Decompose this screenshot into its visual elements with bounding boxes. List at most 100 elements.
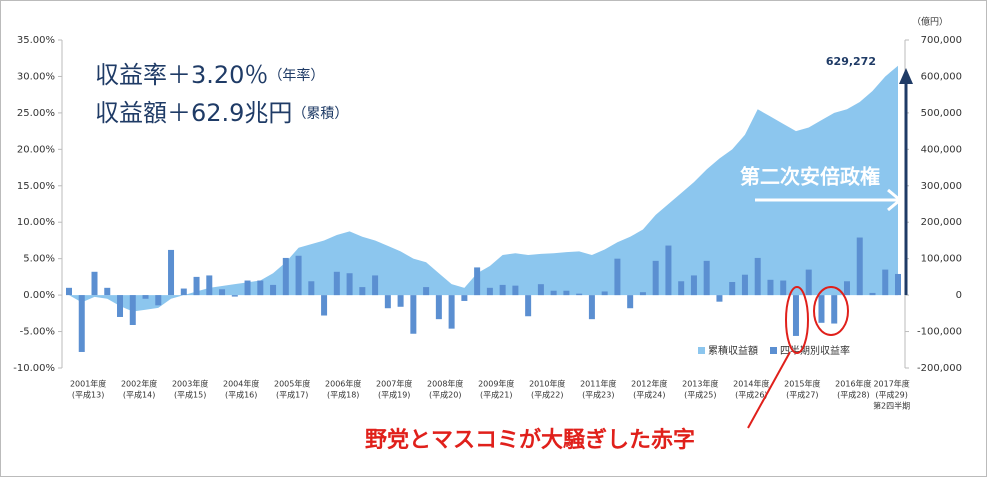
- bar: [512, 285, 519, 296]
- x-tick-label: 2014年度: [733, 379, 769, 389]
- bar: [155, 295, 162, 306]
- x-tick-label: (平成25): [684, 390, 716, 400]
- bar: [550, 290, 557, 296]
- bar: [66, 287, 72, 296]
- y-tick-label: 30.00%: [17, 71, 55, 82]
- bar: [780, 280, 787, 296]
- bar: [690, 275, 697, 296]
- x-tick-label: 2017年度: [873, 379, 909, 389]
- x-tick-label: 2004年度: [223, 379, 259, 389]
- x-tick-label: 2013年度: [682, 379, 718, 389]
- x-tick-label: (平成19): [378, 390, 410, 400]
- bar: [257, 280, 264, 296]
- bar: [180, 288, 187, 296]
- bar: [474, 267, 481, 296]
- x-tick-label: 2009年度: [478, 379, 514, 389]
- bar: [678, 281, 685, 296]
- bar: [869, 292, 876, 296]
- y-tick-label: 0.00%: [23, 290, 55, 301]
- bar: [882, 269, 889, 296]
- bar: [372, 275, 379, 296]
- y2-tick-label: -200,000: [917, 363, 962, 374]
- y-tick-label: 20.00%: [17, 144, 55, 155]
- bar: [856, 237, 863, 296]
- bar: [627, 295, 634, 309]
- y2-tick-label: 200,000: [921, 217, 962, 228]
- bar: [805, 269, 812, 296]
- x-tick-label: 2015年度: [784, 379, 820, 389]
- bar: [537, 284, 544, 296]
- bar: [639, 292, 646, 296]
- bar: [219, 289, 226, 296]
- bar: [614, 258, 621, 296]
- legend-swatch: [770, 347, 777, 354]
- bar: [78, 295, 85, 352]
- bar: [792, 295, 799, 336]
- bar: [282, 257, 289, 296]
- x-tick-label: (平成27): [786, 390, 818, 400]
- x-tick-label: 2010年度: [529, 379, 565, 389]
- abe-label: 第二次安倍政権: [740, 165, 880, 189]
- x-tick-label: (平成28): [837, 390, 869, 400]
- bar: [576, 293, 583, 296]
- x-tick-label: (平成18): [327, 390, 359, 400]
- bar: [321, 295, 328, 316]
- y2-tick-label: 500,000: [921, 108, 962, 119]
- y2-tick-label: 100,000: [921, 254, 962, 265]
- x-tick-label: (平成17): [276, 390, 308, 400]
- x-tick-label: (平成21): [480, 390, 512, 400]
- bar: [652, 260, 659, 296]
- legend-label: 累積収益額: [708, 344, 758, 357]
- bar: [703, 260, 710, 296]
- x-tick-label: 2012年度: [631, 379, 667, 389]
- bar: [308, 281, 315, 296]
- plot: 629,272 -10.00% -5.00% 0.00% 5.00% 10.00% 15.0…: [13, 35, 962, 411]
- y-tick-label: 25.00%: [17, 108, 55, 119]
- y-tick-label: 15.00%: [17, 181, 55, 192]
- bar: [563, 290, 570, 296]
- bar: [410, 295, 417, 334]
- bar: [270, 284, 277, 296]
- bar: [716, 295, 723, 302]
- bar: [142, 295, 149, 299]
- bar: [895, 273, 901, 296]
- data-label: 629,272: [826, 55, 876, 68]
- x-tick-label: 2003年度: [172, 379, 208, 389]
- y2-tick-label: 700,000: [921, 35, 962, 46]
- bar: [435, 295, 442, 320]
- return-amount-note: （累積）: [292, 106, 348, 122]
- x-tick-label: 2005年度: [274, 379, 310, 389]
- y-tick-label: -10.00%: [13, 363, 55, 374]
- bar: [129, 295, 136, 325]
- bar: [448, 295, 455, 329]
- red-circle: [785, 286, 809, 354]
- x-tick-label: 2011年度: [580, 379, 616, 389]
- bar: [104, 287, 111, 296]
- x-tick-label: (平成15): [174, 390, 206, 400]
- deficit-label: 野党とマスコミが大騒ぎした赤字: [365, 427, 695, 453]
- area: [69, 65, 898, 312]
- white-arrow-head: [887, 188, 903, 212]
- bar: [831, 295, 838, 324]
- x-tick-label: (平成22): [531, 390, 563, 400]
- bar: [741, 274, 748, 296]
- x-tick-label: 2016年度: [835, 379, 871, 389]
- red-line: [747, 351, 791, 429]
- x-tick-label: (平成23): [582, 390, 614, 400]
- y2-tick-label: -100,000: [917, 327, 962, 338]
- bar: [193, 276, 200, 296]
- x-tick-label: (平成24): [633, 390, 665, 400]
- bar: [754, 257, 761, 296]
- bar: [206, 275, 213, 296]
- bar: [486, 287, 493, 296]
- return-rate: 収益率＋3.20％: [95, 61, 268, 89]
- y2-unit: （億円）: [912, 16, 948, 28]
- bar: [818, 295, 825, 323]
- x-tick-label: (平成26): [735, 390, 767, 400]
- x-tick-label: 第2四半期: [873, 401, 910, 411]
- bar: [333, 271, 340, 296]
- bar: [499, 284, 506, 296]
- x-tick-label: (平成13): [72, 390, 104, 400]
- y-tick-label: 5.00%: [23, 254, 55, 265]
